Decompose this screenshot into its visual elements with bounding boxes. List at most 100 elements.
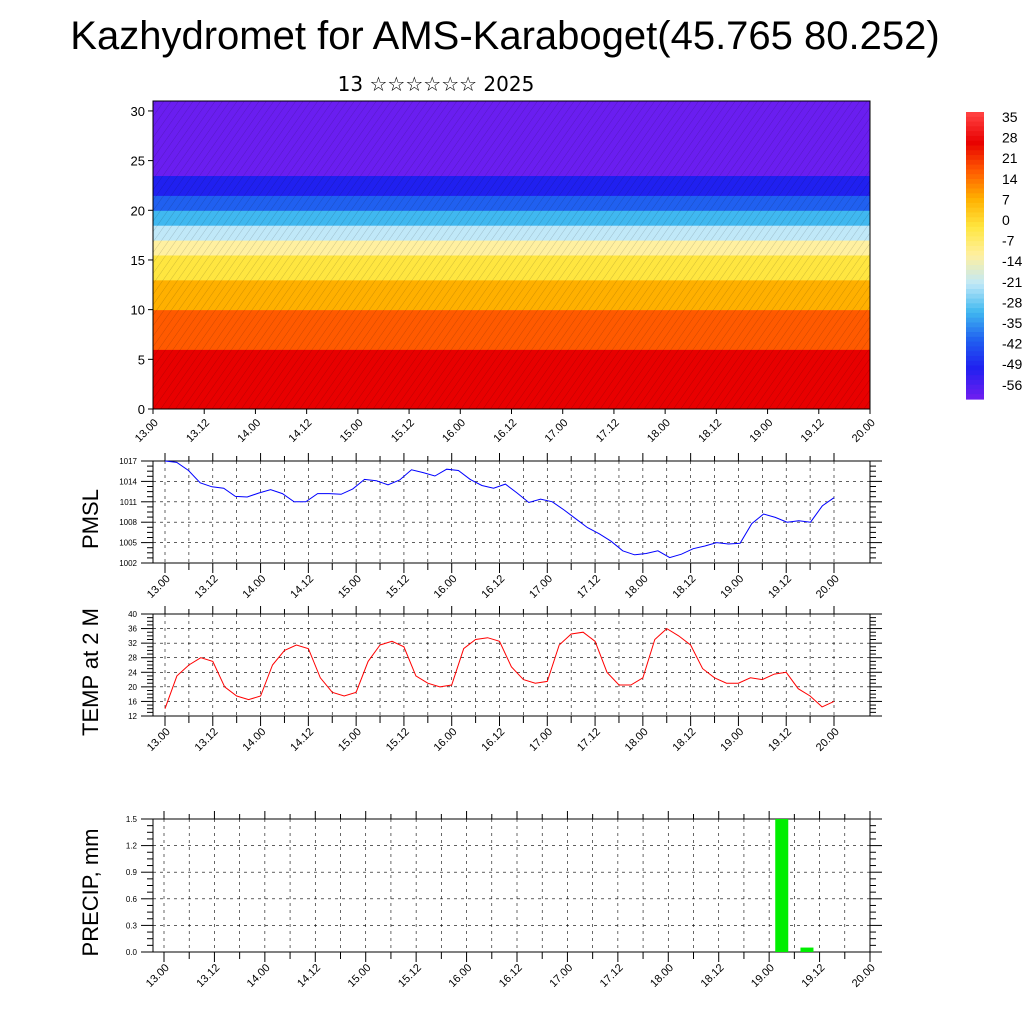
colorbar-swatch xyxy=(966,365,984,371)
x-tick-label: 14.12 xyxy=(295,962,323,990)
colorbar-swatch xyxy=(966,178,984,185)
y-tick-label: 0.0 xyxy=(126,948,138,957)
colorbar-swatch xyxy=(966,327,984,333)
section-panel: 0 5 10 15 20 25 30 13.00 13.12 14.00 14.12 15.00 15.… xyxy=(131,100,878,445)
colorbar-swatch xyxy=(966,212,984,218)
x-tick-label: 17.00 xyxy=(527,573,555,601)
y-tick-label: 25 xyxy=(131,154,145,169)
x-tick-label: 19.00 xyxy=(749,962,777,990)
x-tick-label: 18.00 xyxy=(648,962,676,990)
colorbar-swatch xyxy=(966,269,984,276)
colorbar-swatch xyxy=(966,112,984,118)
colorbar-label: 14 xyxy=(1002,171,1018,187)
colorbar-swatch xyxy=(966,236,984,242)
chart-title: Kazhydromet for AMS-Karaboget(45.765 80.… xyxy=(70,14,940,58)
colorbar-swatch xyxy=(966,250,984,257)
colorbar-label: -21 xyxy=(1002,274,1022,290)
x-tick-label: 15.00 xyxy=(336,573,364,601)
colorbar-swatch xyxy=(966,207,984,214)
colorbar-label: 0 xyxy=(1002,212,1010,228)
colorbar-swatch xyxy=(966,336,984,343)
temp-series-line xyxy=(164,627,835,709)
colorbar-swatch xyxy=(966,293,984,300)
colorbar-swatch xyxy=(966,274,984,281)
colorbar-swatch xyxy=(966,183,984,190)
x-tick-label: 14.00 xyxy=(240,726,268,754)
x-tick-label: 15.00 xyxy=(346,962,374,990)
y-tick-label: 5 xyxy=(138,352,145,367)
x-tick-label: 17.12 xyxy=(598,962,626,990)
colorbar-swatch xyxy=(966,284,984,290)
colorbar-label: 35 xyxy=(1002,109,1018,125)
colorbar-swatch xyxy=(966,169,984,175)
precip-bar xyxy=(800,947,814,952)
colorbar-swatch xyxy=(966,164,984,170)
colorbar-swatch xyxy=(966,126,984,132)
x-tick-label: 14.00 xyxy=(245,962,273,990)
colorbar-swatch xyxy=(966,121,984,127)
y-tick-label: 16 xyxy=(128,697,137,706)
x-tick-label: 13.12 xyxy=(194,962,222,990)
colorbar-swatch xyxy=(966,265,984,271)
colorbar-swatch xyxy=(966,346,984,352)
pmsl-series-line xyxy=(164,460,835,559)
colorbar-swatch xyxy=(966,370,984,376)
x-tick-label: 15.12 xyxy=(384,573,412,601)
x-tick-label: 16.00 xyxy=(446,962,474,990)
temp-panel: 12 16 20 24 28 32 36 40 13.00 13.12 14.00 14.12 15.0… xyxy=(78,606,882,754)
x-tick-label: 15.00 xyxy=(338,417,366,445)
precip-panel: 0.0 0.3 0.6 0.9 1.2 1.5 13.00 13.12 14.00 14.12 15… xyxy=(78,811,882,990)
colorbar-swatch xyxy=(966,351,984,357)
x-tick-label: 13.00 xyxy=(144,962,172,990)
x-tick-label: 13.12 xyxy=(193,726,221,754)
x-tick-label: 16.12 xyxy=(497,962,525,990)
colorbar-swatch xyxy=(966,217,984,223)
x-tick-label: 18.00 xyxy=(645,417,673,445)
x-tick-label: 19.00 xyxy=(718,726,746,754)
colorbar-swatch xyxy=(966,116,984,123)
colorbar-swatch xyxy=(966,332,984,338)
colorbar-swatch xyxy=(966,135,984,142)
colorbar-swatch xyxy=(966,360,984,367)
colorbar: 35 28 21 14 7 0 -7 -14 -21 -28 -35 -42 -49 -56 xyxy=(966,109,1022,400)
x-tick-label: 16.12 xyxy=(479,573,507,601)
x-tick-label: 20.00 xyxy=(814,726,842,754)
x-tick-label: 17.12 xyxy=(594,417,622,445)
x-tick-label: 17.00 xyxy=(547,962,575,990)
colorbar-swatch xyxy=(966,231,984,237)
colorbar-swatch xyxy=(966,375,984,381)
y-tick-label: 0.3 xyxy=(126,921,138,930)
x-tick-label: 13.00 xyxy=(145,726,173,754)
colorbar-swatch xyxy=(966,355,984,362)
colorbar-swatch xyxy=(966,140,984,147)
precip-bar xyxy=(775,819,789,952)
colorbar-swatch xyxy=(966,279,984,285)
y-tick-label: 1005 xyxy=(119,539,137,548)
colorbar-label: -42 xyxy=(1002,336,1022,352)
x-tick-label: 13.12 xyxy=(193,573,221,601)
x-tick-label: 15.00 xyxy=(336,726,364,754)
y-tick-label: 15 xyxy=(131,253,145,268)
colorbar-label: -35 xyxy=(1002,315,1022,331)
colorbar-swatch xyxy=(966,131,984,137)
x-tick-label: 16.12 xyxy=(479,726,507,754)
colorbar-swatch xyxy=(966,303,984,309)
x-tick-label: 16.12 xyxy=(491,417,519,445)
y-tick-label: 24 xyxy=(128,668,137,677)
x-tick-label: 19.12 xyxy=(799,417,827,445)
x-tick-label: 17.12 xyxy=(575,573,603,601)
y-tick-label: 1002 xyxy=(119,559,137,568)
colorbar-swatch xyxy=(966,379,984,386)
colorbar-swatch xyxy=(966,155,984,161)
y-tick-label: 40 xyxy=(128,610,137,619)
plot-frame xyxy=(152,460,871,564)
x-tick-label: 18.12 xyxy=(671,726,699,754)
colorbar-swatch xyxy=(966,322,984,328)
colorbar-swatch xyxy=(966,198,984,204)
colorbar-swatch xyxy=(966,222,984,228)
y-tick-label: 20 xyxy=(128,683,137,692)
x-tick-label: 13.00 xyxy=(133,417,161,445)
colorbar-label: 7 xyxy=(1002,191,1010,207)
x-tick-label: 17.00 xyxy=(527,726,555,754)
